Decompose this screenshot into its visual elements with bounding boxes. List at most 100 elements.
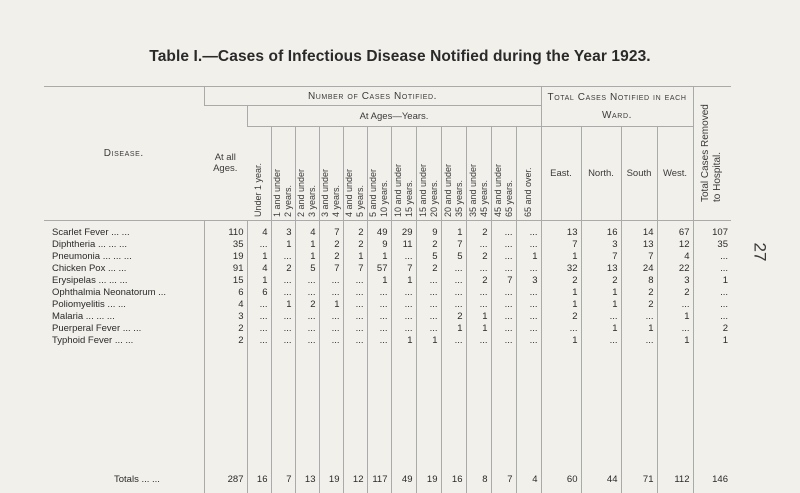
table-cell: 1 [441, 323, 466, 335]
table-cell: 1 [271, 239, 295, 251]
table-cell: 2 [416, 263, 441, 275]
table-title: Table I.—Cases of Infectious Disease Not… [0, 48, 800, 66]
table-cell: 4 [657, 251, 693, 263]
table-cell: ... [295, 275, 319, 287]
table-cell: ... [391, 323, 416, 335]
table-cell: ... [295, 287, 319, 299]
table-cell: ... [271, 275, 295, 287]
table-cell: 22 [657, 263, 693, 275]
table-cell: ... [247, 323, 271, 335]
table-cell: 1 [247, 275, 271, 287]
table-cell: ... [416, 287, 441, 299]
table-cell: 1 [581, 287, 621, 299]
table-cell: 3 [271, 221, 295, 240]
table-row: Typhoid Fever ... ...2..................… [44, 335, 731, 347]
table-cell: 15 [204, 275, 247, 287]
table-cell: ... [516, 221, 541, 240]
header-at-ages: At Ages—Years. [247, 106, 541, 127]
disease-name: Erysipelas ... ... ... [44, 275, 204, 287]
table-cell: 1 [343, 251, 367, 263]
table-cell: 4 [247, 263, 271, 275]
table-cell: ... [466, 287, 491, 299]
header-age-4-5: 4 and under 5 years. [343, 127, 367, 221]
table-cell: 9 [367, 239, 391, 251]
table-cell: 7 [319, 221, 343, 240]
table-cell: 67 [657, 221, 693, 240]
table-cell: 1 [391, 335, 416, 347]
table-cell: ... [391, 299, 416, 311]
table-cell: 110 [204, 221, 247, 240]
table-cell: 1 [295, 251, 319, 263]
table-cell: ... [581, 335, 621, 347]
disease-name: Chicken Pox ... ... [44, 263, 204, 275]
table-cell: 7 [541, 239, 581, 251]
table-cell: ... [319, 311, 343, 323]
table-cell: ... [319, 287, 343, 299]
table-cell: ... [416, 299, 441, 311]
header-age-15-20: 15 and under 20 years. [416, 127, 441, 221]
table-cell: 57 [367, 263, 391, 275]
table-cell: ... [295, 323, 319, 335]
infectious-disease-table: Disease. Number of Cases Notified. Total… [44, 86, 731, 493]
table-cell: 1 [516, 251, 541, 263]
table-cell: ... [491, 299, 516, 311]
table-cell: 11 [391, 239, 416, 251]
table-cell: 7 [441, 239, 466, 251]
table-cell: 1 [657, 311, 693, 323]
table-cell: 1 [581, 299, 621, 311]
table-cell: 1 [271, 299, 295, 311]
table-cell: 2 [416, 239, 441, 251]
table-cell: ... [441, 287, 466, 299]
header-age-65-over: 65 and over. [516, 127, 541, 221]
table-cell: ... [343, 287, 367, 299]
table-cell: ... [491, 311, 516, 323]
table-cell: ... [621, 335, 657, 347]
table-cell: ... [516, 335, 541, 347]
table-cell: ... [343, 275, 367, 287]
table-cell: ... [367, 335, 391, 347]
disease-name: Diphtheria ... ... ... [44, 239, 204, 251]
disease-name: Pneumonia ... ... ... [44, 251, 204, 263]
table-cell: ... [343, 335, 367, 347]
table-cell: 9 [416, 221, 441, 240]
table-cell: 5 [416, 251, 441, 263]
table-cell: ... [367, 287, 391, 299]
table-cell: 5 [441, 251, 466, 263]
table-cell: ... [416, 275, 441, 287]
table-cell: 1 [581, 323, 621, 335]
table-cell: 8 [621, 275, 657, 287]
table-cell: ... [247, 335, 271, 347]
header-age-under-1: Under 1 year. [247, 127, 271, 221]
table-cell: 2 [343, 221, 367, 240]
header-age-20-35: 20 and under 35 years. [441, 127, 466, 221]
table-cell: ... [441, 275, 466, 287]
table-cell: ... [516, 239, 541, 251]
table-cell: 2 [657, 287, 693, 299]
table-cell: ... [466, 335, 491, 347]
table-cell: 13 [541, 221, 581, 240]
table-cell: 6 [247, 287, 271, 299]
table-cell: ... [621, 311, 657, 323]
header-ward-east: East. [541, 127, 581, 221]
table-cell: 35 [693, 239, 731, 251]
table-cell: 2 [693, 323, 731, 335]
table-cell: ... [491, 251, 516, 263]
table-cell: 3 [581, 239, 621, 251]
table-cell: 1 [541, 287, 581, 299]
table-cell: ... [693, 251, 731, 263]
table-cell: ... [271, 335, 295, 347]
table-cell: ... [441, 335, 466, 347]
table-cell: 7 [343, 263, 367, 275]
table-cell: 1 [367, 251, 391, 263]
table-cell: 1 [416, 335, 441, 347]
table-cell: 1 [319, 299, 343, 311]
table-cell: ... [416, 311, 441, 323]
header-age-3-4: 3 and under 4 years. [319, 127, 343, 221]
table-cell: 1 [441, 221, 466, 240]
table-cell: 1 [693, 335, 731, 347]
